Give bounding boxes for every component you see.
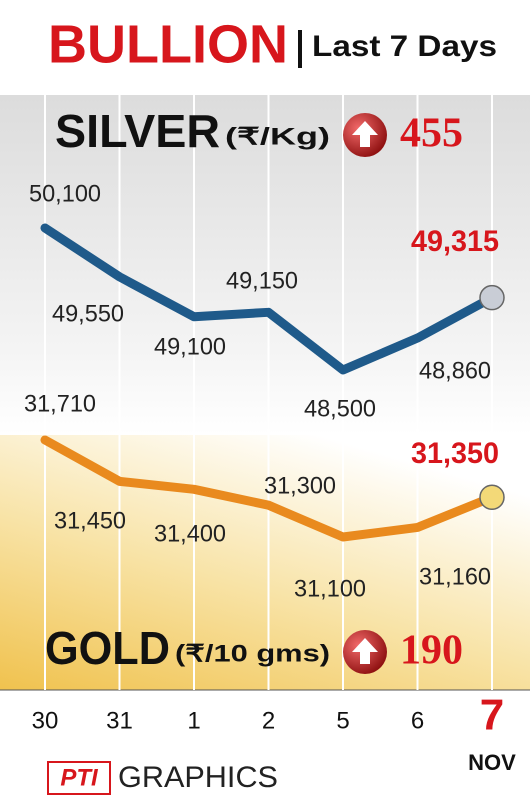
gold-end-marker — [479, 484, 505, 510]
x-tick-label: 30 — [32, 707, 59, 734]
gold-label: GOLD — [45, 622, 170, 674]
silver-value-label: 49,150 — [226, 267, 298, 294]
separator — [298, 30, 302, 68]
x-tick-label: 31 — [106, 707, 133, 734]
logo-box — [47, 761, 111, 795]
change-arrow — [352, 638, 378, 664]
gold-background — [0, 435, 530, 690]
gold-value-label: 31,710 — [24, 390, 96, 417]
silver-unit: (₹/Kg) — [225, 123, 330, 150]
silver-end-marker — [479, 284, 505, 311]
x-tick-label: 7 — [480, 691, 504, 740]
x-tick-label: 1 — [187, 707, 200, 734]
silver-value-label: 48,860 — [419, 357, 491, 384]
silver-label: SILVER — [55, 105, 220, 157]
gold-value-label: 31,100 — [294, 575, 366, 602]
gold-value-label: 31,400 — [154, 520, 226, 547]
gold-value-label: 31,350 — [411, 437, 499, 470]
subtitle: Last 7 Days — [312, 30, 497, 63]
silver-value-label: 49,550 — [52, 300, 124, 327]
gold-change: 190 — [400, 628, 463, 674]
gold-unit: (₹/10 gms) — [175, 640, 330, 667]
silver-line — [40, 223, 497, 375]
silver-value-label: 48,500 — [304, 395, 376, 422]
x-tick-label: 6 — [411, 707, 424, 734]
silver-value-label: 49,315 — [411, 225, 499, 258]
gold-line — [40, 435, 497, 542]
silver-value-label: 49,100 — [154, 333, 226, 360]
logo: PTI — [60, 764, 99, 791]
silver-value-label: 50,100 — [29, 180, 101, 207]
gold-value-label: 31,300 — [264, 472, 336, 499]
title: BULLION — [48, 14, 288, 74]
footer-text: GRAPHICS — [118, 761, 278, 794]
x-tick-label: 2 — [262, 707, 275, 734]
change-arrow — [352, 121, 378, 147]
month-label: NOV — [468, 750, 516, 775]
silver-change: 455 — [400, 111, 463, 157]
silver-background — [0, 95, 530, 435]
gold-value-label: 31,450 — [54, 507, 126, 534]
gold-value-label: 31,160 — [419, 563, 491, 590]
x-tick-label: 5 — [336, 707, 349, 734]
